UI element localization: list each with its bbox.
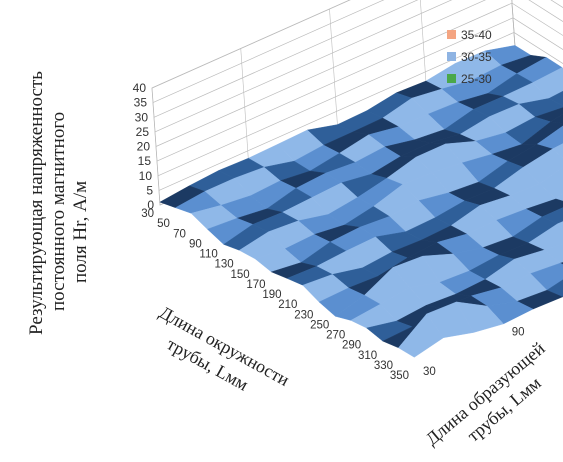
y-gridline <box>152 88 160 205</box>
legend: 35-40 30-35 25-30 <box>447 28 492 86</box>
surface-plot <box>160 45 563 357</box>
x-tick-label: 70 <box>173 228 186 240</box>
z-tick-label: 15 <box>138 154 152 168</box>
z-axis-title: Результирующая напряженность постоянного… <box>26 71 91 335</box>
legend-label-35-40: 35-40 <box>461 28 492 42</box>
y-gridline <box>241 49 249 166</box>
x-gridline <box>507 0 515 47</box>
y-axis-title: Длина образующей трубы, Lмм <box>422 338 563 457</box>
legend-swatch-25-30 <box>447 74 456 83</box>
z-tick-label: 5 <box>146 183 153 197</box>
z-tick-label: 25 <box>136 125 150 139</box>
z-tick-label: 10 <box>139 169 153 183</box>
legend-swatch-35-40 <box>447 30 456 39</box>
y-gridline <box>330 9 338 126</box>
x-tick-label: 30 <box>141 208 154 220</box>
z-axis-title-line-3: поля Hr, А/м <box>70 181 91 283</box>
x-tick-label: 350 <box>390 370 409 382</box>
legend-label-30-35: 30-35 <box>461 50 492 64</box>
legend-label-25-30: 25-30 <box>461 72 492 86</box>
x-tick-label: 50 <box>157 218 170 230</box>
y-gridline <box>507 0 515 47</box>
z-tick-label: 35 <box>134 96 148 110</box>
z-axis-title-line-1: Результирующая напряженность <box>26 71 47 335</box>
y-tick-label: 30 <box>423 366 436 378</box>
z-tick-label: 20 <box>137 140 151 154</box>
legend-swatch-30-35 <box>447 52 456 61</box>
x-axis-title: Длина окружности трубы, Lмм <box>144 302 293 411</box>
z-axis-title-line-2: постоянного магнитного <box>48 112 69 311</box>
y-tick-label: 90 <box>512 327 525 339</box>
z-tick-label: 40 <box>133 81 147 95</box>
z-tick-label: 30 <box>135 110 149 124</box>
